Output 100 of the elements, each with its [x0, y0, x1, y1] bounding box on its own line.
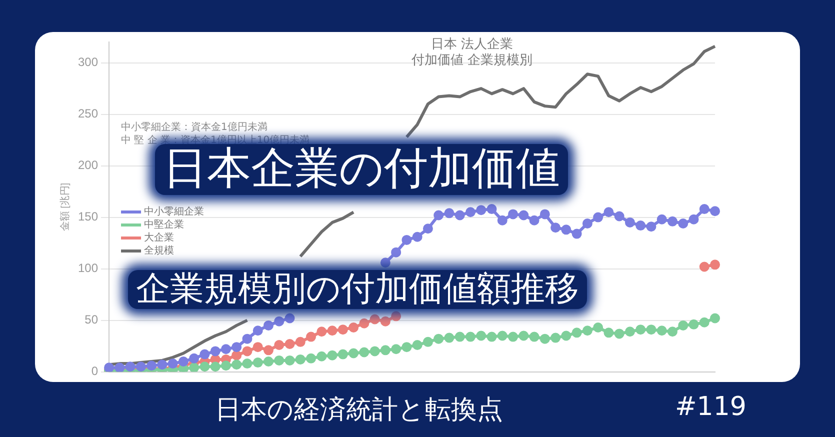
point: [486, 204, 497, 214]
point: [327, 326, 338, 336]
y-tick-label: 0: [91, 364, 98, 378]
point: [508, 209, 518, 220]
point: [710, 313, 720, 324]
point: [561, 330, 572, 341]
point: [699, 317, 710, 328]
point: [518, 330, 529, 341]
point: [667, 216, 678, 226]
point: [263, 345, 274, 356]
point: [263, 320, 274, 330]
legend-label: 中小零細企業: [144, 206, 204, 218]
point: [656, 326, 667, 336]
text: #119: [675, 392, 746, 422]
point: [422, 336, 433, 347]
point: [434, 334, 444, 344]
point: [200, 362, 210, 372]
point: [678, 320, 688, 330]
point: [210, 362, 220, 372]
point: [434, 210, 444, 220]
point: [667, 326, 678, 337]
point: [284, 355, 295, 366]
legend-label: 中堅企業: [144, 218, 184, 231]
point: [604, 207, 614, 218]
point: [444, 332, 454, 343]
y-tick-label: 250: [78, 106, 98, 121]
point: [252, 358, 263, 368]
point: [274, 355, 284, 366]
point: [380, 316, 390, 326]
point: [157, 360, 168, 370]
y-tick-label: 150: [78, 210, 98, 224]
point: [636, 324, 646, 335]
point: [370, 346, 380, 356]
point: [402, 342, 412, 352]
point: [422, 224, 433, 234]
point: [529, 332, 540, 342]
point: [189, 353, 200, 364]
point: [593, 212, 604, 222]
point: [284, 313, 295, 324]
point: [529, 215, 540, 226]
point: [412, 340, 422, 350]
point: [370, 314, 380, 324]
point: [252, 326, 263, 336]
point: [391, 344, 402, 354]
point: [232, 342, 242, 352]
point: [582, 218, 592, 228]
point: [508, 332, 518, 342]
point: [476, 330, 486, 341]
point: [688, 319, 699, 330]
point: [242, 358, 252, 369]
point: [295, 354, 306, 364]
point: [284, 338, 295, 349]
legend-label: 大企業: [144, 232, 174, 244]
point: [146, 360, 157, 371]
point: [306, 353, 316, 364]
point: [454, 332, 465, 342]
point: [476, 205, 486, 216]
point: [614, 328, 624, 339]
point: [338, 324, 348, 335]
point: [391, 247, 402, 258]
point: [518, 210, 529, 220]
point: [402, 234, 412, 245]
point: [232, 350, 242, 360]
point: [550, 332, 561, 343]
point: [497, 215, 508, 226]
point: [380, 258, 390, 268]
point: [678, 218, 688, 228]
point: [561, 224, 572, 235]
annotation: 日本企業の付加価値: [155, 143, 568, 195]
point: [646, 222, 656, 232]
point: [656, 214, 667, 224]
text: 付加価値 企業規模別: [410, 52, 533, 68]
legend-label: 全規模: [144, 244, 174, 257]
point: [338, 349, 348, 360]
point: [348, 348, 359, 358]
y-axis-title: 金額 [兆円]: [58, 182, 71, 232]
point: [688, 214, 699, 224]
point: [220, 344, 231, 354]
point: [614, 211, 624, 222]
point: [263, 356, 274, 366]
y-tick-label: 100: [78, 261, 98, 276]
point: [327, 350, 338, 360]
point: [316, 351, 327, 362]
point: [486, 332, 497, 342]
point: [391, 311, 402, 322]
point: [572, 328, 582, 338]
point: [306, 332, 316, 342]
point: [242, 334, 252, 344]
point: [252, 342, 263, 352]
point: [210, 346, 220, 356]
point: [572, 228, 582, 239]
point: [699, 262, 710, 272]
point: [178, 356, 188, 366]
point: [550, 222, 561, 233]
point: [168, 358, 178, 369]
point: [189, 362, 200, 372]
point: [604, 328, 614, 338]
point: [412, 232, 422, 242]
point: [710, 260, 720, 270]
point: [359, 318, 370, 328]
